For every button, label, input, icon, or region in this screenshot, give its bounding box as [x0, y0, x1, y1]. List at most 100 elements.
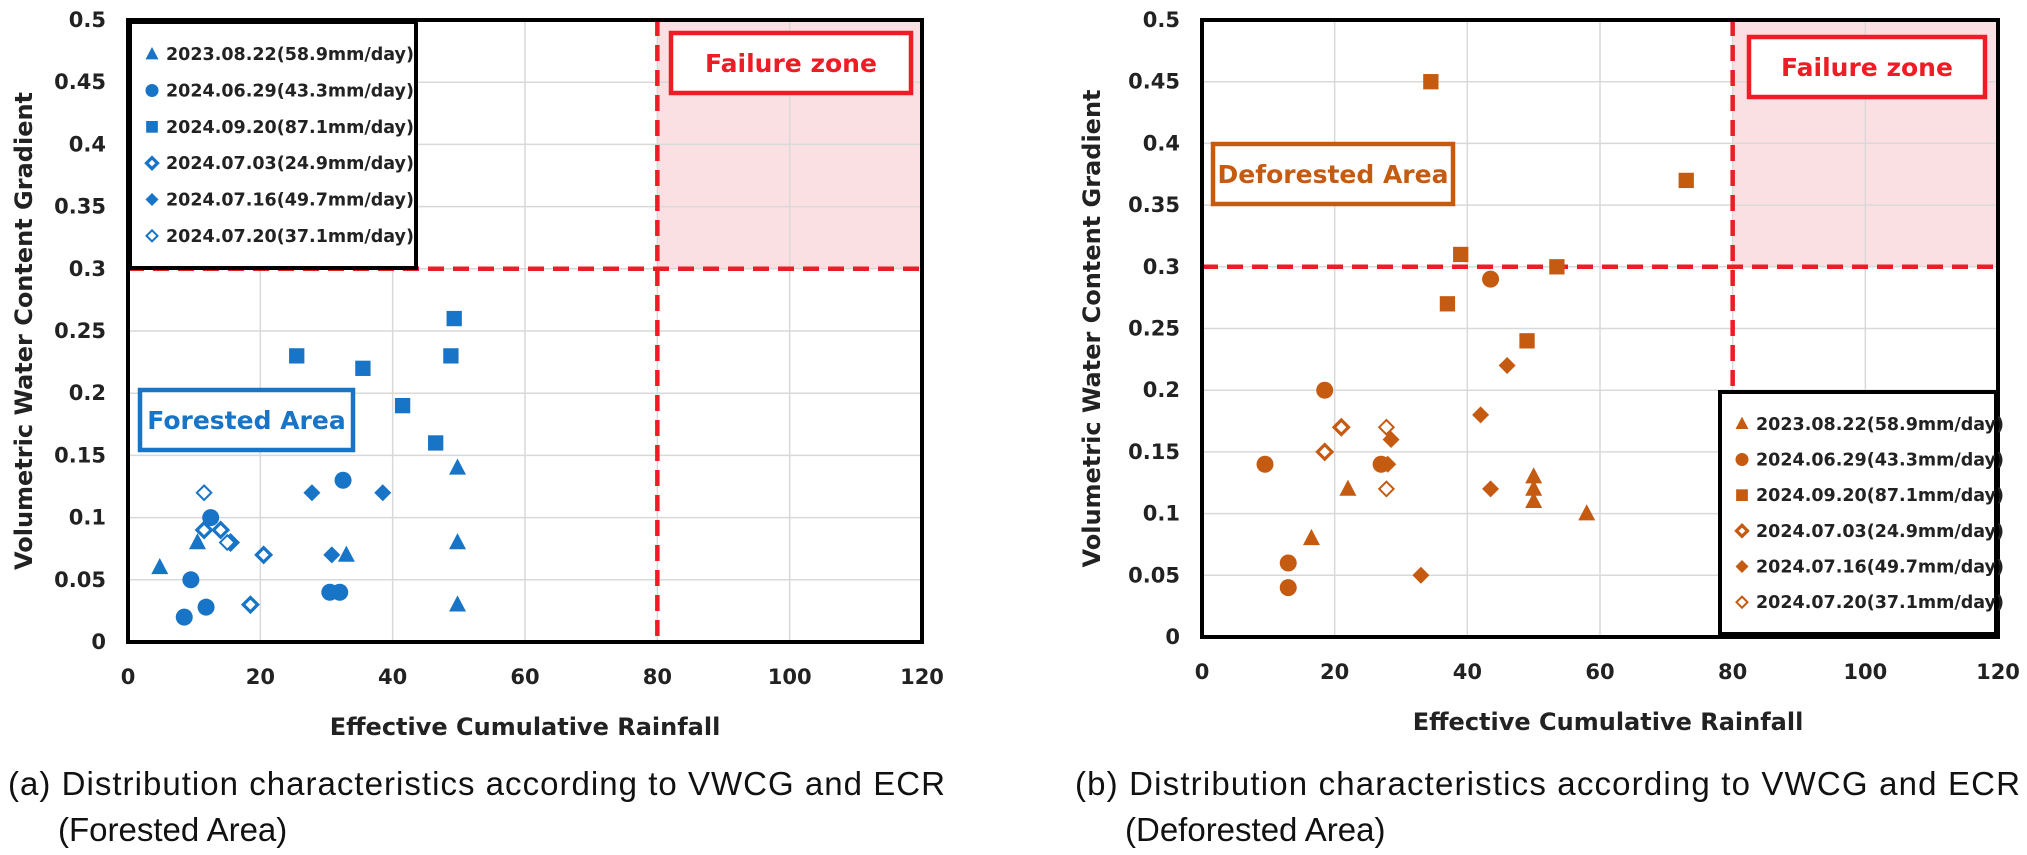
data-point — [182, 571, 200, 589]
caption-line-1: (b) Distribution characteristics accordi… — [1075, 765, 2020, 802]
data-point — [194, 520, 214, 540]
data-point — [303, 484, 321, 502]
series-1 — [1302, 467, 1596, 546]
data-point — [188, 533, 206, 550]
data-point — [218, 533, 236, 552]
x-tick-label: 80 — [1718, 660, 1747, 684]
legend-label: 2024.09.20(87.1mm/day) — [1756, 486, 2004, 506]
data-point — [355, 360, 371, 376]
data-point — [334, 471, 352, 489]
data-point — [331, 583, 349, 601]
data-point — [1339, 479, 1357, 496]
y-tick-label: 0.1 — [1143, 502, 1180, 526]
legend-box — [1718, 390, 1998, 636]
data-point — [1279, 579, 1297, 597]
legend-label: 2024.06.29(43.3mm/day) — [166, 82, 414, 102]
data-point — [1525, 479, 1543, 496]
area-label: Forested Area — [147, 406, 345, 435]
series-3 — [289, 310, 462, 451]
x-tick-label: 0 — [121, 665, 136, 689]
data-point — [1525, 491, 1543, 509]
y-tick-label: 0.45 — [54, 70, 106, 94]
x-tick-label: 100 — [1843, 660, 1887, 684]
data-point — [1498, 357, 1516, 375]
series-2 — [175, 471, 352, 626]
x-axis-title: Effective Cumulative Rainfall — [1413, 708, 1804, 736]
data-point — [337, 545, 355, 562]
y-tick-label: 0.2 — [69, 381, 106, 405]
legend-marker — [146, 120, 158, 133]
data-point — [1482, 480, 1500, 498]
legend-marker — [1735, 416, 1749, 430]
y-axis-title: Volumetric Water Content Gradient — [10, 92, 38, 570]
data-point — [443, 348, 459, 364]
x-tick-label: 100 — [768, 665, 812, 689]
data-point — [449, 458, 467, 475]
failure-zone-box — [668, 30, 914, 96]
legend-label: 2024.09.20(87.1mm/day) — [166, 118, 414, 138]
failure-zone-box — [1746, 34, 1988, 100]
legend-box — [128, 20, 418, 270]
legend-label: 2024.07.03(24.9mm/day) — [1756, 522, 2004, 542]
caption-line-1: (a) Distribution characteristics accordi… — [8, 765, 945, 802]
data-point — [1377, 480, 1396, 498]
y-tick-label: 0.15 — [1128, 440, 1180, 464]
data-point — [195, 484, 213, 502]
legend-marker — [145, 47, 159, 60]
legend-label: 2024.07.16(49.7mm/day) — [166, 191, 414, 211]
series-4 — [1315, 417, 1351, 462]
legend-marker — [145, 84, 159, 97]
legend-marker — [1735, 560, 1749, 573]
chart-panel-deforested: 0 20 40 60 80 100 120 0 0.05 0.1 0.15 0.2 0.25 0.3 0.3… — [1075, 8, 2020, 848]
legend-marker — [145, 228, 159, 243]
plot-frame — [1200, 18, 2000, 639]
legend-marker — [144, 155, 160, 171]
data-point — [1578, 504, 1596, 521]
y-tick-label: 0.5 — [1143, 8, 1180, 32]
y-axis-title: Volumetric Water Content Gradient — [1078, 89, 1106, 567]
data-point — [289, 348, 305, 364]
data-point — [1472, 406, 1490, 424]
data-point — [151, 558, 169, 575]
data-point — [428, 435, 444, 451]
series-5 — [303, 484, 392, 564]
x-tick-label: 0 — [1195, 660, 1210, 684]
y-tick-label: 0.25 — [1128, 317, 1180, 341]
area-label: Deforested Area — [1218, 160, 1449, 189]
data-point — [449, 533, 467, 550]
legend: 2023.08.22(58.9mm/day) 2024.06.29(43.3mm/… — [128, 20, 418, 270]
legend-label: 2024.07.20(37.1mm/day) — [1756, 593, 2004, 613]
data-point — [202, 509, 220, 527]
y-tick-label: 0.3 — [1143, 255, 1180, 279]
series-5 — [1379, 357, 1516, 584]
y-tick-label: 0.1 — [69, 506, 106, 530]
x-tick-label: 120 — [1976, 660, 2020, 684]
data-point — [1379, 455, 1397, 473]
legend-marker — [145, 193, 159, 206]
data-point — [323, 546, 341, 564]
legend-label: 2024.07.20(37.1mm/day) — [166, 227, 414, 247]
x-tick-label: 80 — [643, 665, 672, 689]
data-point — [374, 484, 392, 502]
data-point — [1302, 528, 1320, 546]
legend-label: 2024.07.03(24.9mm/day) — [166, 154, 414, 174]
data-point — [1377, 418, 1396, 436]
area-label-box — [1210, 141, 1456, 207]
y-tick-label: 0.05 — [54, 568, 106, 592]
data-point — [1331, 417, 1351, 437]
x-tick-label: 120 — [900, 665, 944, 689]
legend-label: 2024.07.16(49.7mm/day) — [1756, 558, 2004, 578]
legend-marker — [1735, 595, 1749, 610]
x-tick-label: 60 — [510, 665, 539, 689]
series-6 — [1377, 418, 1396, 498]
chart-panel-forested: 0 20 40 60 80 100 120 0 0.05 0.1 0.15 0.2 0.25 0.3 0.3… — [8, 8, 945, 848]
data-point — [1412, 566, 1430, 584]
y-tick-label: 0.25 — [54, 319, 106, 343]
data-point — [197, 598, 215, 616]
failure-zone-label: Failure zone — [705, 49, 877, 78]
legend-label: 2023.08.22(58.9mm/day) — [166, 45, 414, 65]
series-3 — [1423, 74, 1694, 349]
caption-line-2: (Deforested Area) — [1125, 811, 1385, 848]
data-point — [1315, 442, 1335, 462]
data-point — [1316, 381, 1334, 399]
